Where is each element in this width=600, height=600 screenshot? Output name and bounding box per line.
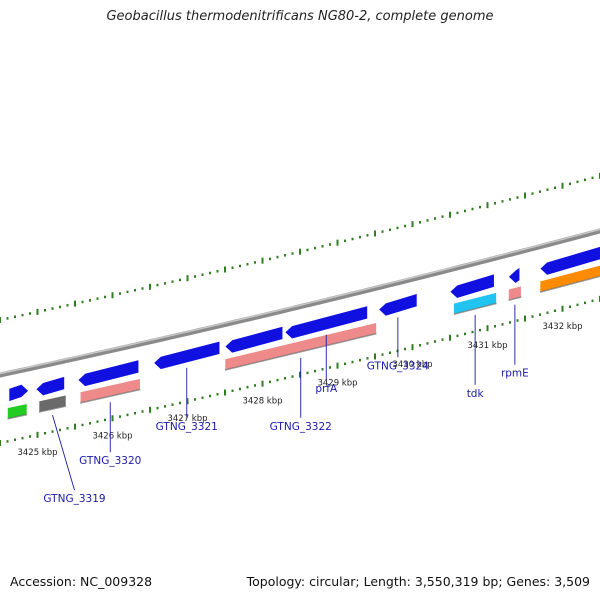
gene-label-g_rpmE[interactable]: rpmE: [501, 368, 529, 380]
gene-label-g_3320[interactable]: GTNG_3320: [79, 455, 141, 467]
map-title: Geobacillus thermodenitrificans NG80-2, …: [106, 9, 494, 24]
scale-label: 3425 kbp: [17, 448, 57, 458]
gene-g_3320b[interactable]: [77, 359, 140, 387]
outer-tick-ring: [0, 172, 600, 323]
gene-g_3320[interactable]: [79, 378, 141, 404]
gene-shadow: [453, 302, 497, 316]
gene-g_prfA[interactable]: [284, 305, 368, 340]
gene-g_left_blue[interactable]: [8, 383, 29, 402]
gene-label-g_3321[interactable]: GTNG_3321: [156, 421, 218, 433]
kbp-scale-labels: 3425 kbp 3426 kbp 3427 kbp 3428 kbp 3429 kbp…: [17, 322, 582, 458]
gene-label-g_tdk[interactable]: tdk: [467, 388, 485, 400]
backbone-line: [0, 228, 600, 378]
gene-label-g_3322[interactable]: GTNG_3322: [270, 421, 332, 433]
gene-features[interactable]: [7, 244, 600, 420]
gene-labels[interactable]: GTNG_3319 GTNG_3320 GTNG_3321 GTNG_3322 prfA…: [43, 304, 529, 505]
scale-label: 3429 kbp: [317, 379, 357, 389]
gene-label-g_3319[interactable]: GTNG_3319: [43, 493, 105, 505]
gene-shadow: [7, 413, 28, 420]
gene-g_3321[interactable]: [153, 340, 221, 370]
genome-backbone: [0, 228, 600, 378]
gene-g_right_blue[interactable]: [539, 244, 600, 276]
scale-label: 3427 kbp: [167, 414, 207, 424]
gene-g_tdk_b[interactable]: [449, 273, 495, 299]
gene-shadow: [80, 388, 141, 404]
gene-g_rpmE_b[interactable]: [508, 266, 521, 284]
scale-label: 3428 kbp: [242, 397, 282, 407]
scale-label: 3431 kbp: [467, 341, 507, 351]
gene-shadow: [508, 296, 522, 302]
gene-g_right_orange[interactable]: [539, 263, 600, 293]
scale-label: 3430 kbp: [392, 360, 432, 370]
genome-summary: Topology: circular; Length: 3,550,319 bp…: [246, 574, 590, 589]
accession-label: Accession: NC_009328: [10, 574, 153, 589]
gene-label-g_3324[interactable]: GTNG_3324: [367, 360, 429, 372]
gene-shadow: [38, 405, 67, 413]
gene-g_3319a[interactable]: [35, 376, 65, 397]
scale-label: 3426 kbp: [92, 431, 132, 441]
gene-g_3324[interactable]: [378, 293, 418, 317]
scale-label: 3432 kbp: [542, 322, 582, 332]
gene-label-g_prfA[interactable]: prfA: [315, 383, 338, 395]
gene-shadow: [539, 275, 600, 293]
gene-g_3322b[interactable]: [224, 325, 284, 354]
inner-tick-ring: [0, 295, 600, 446]
gene-shadow: [224, 332, 377, 371]
gene-g_3319[interactable]: [38, 394, 67, 413]
backbone-highlight: [0, 228, 600, 375]
label-connector: [52, 414, 75, 491]
